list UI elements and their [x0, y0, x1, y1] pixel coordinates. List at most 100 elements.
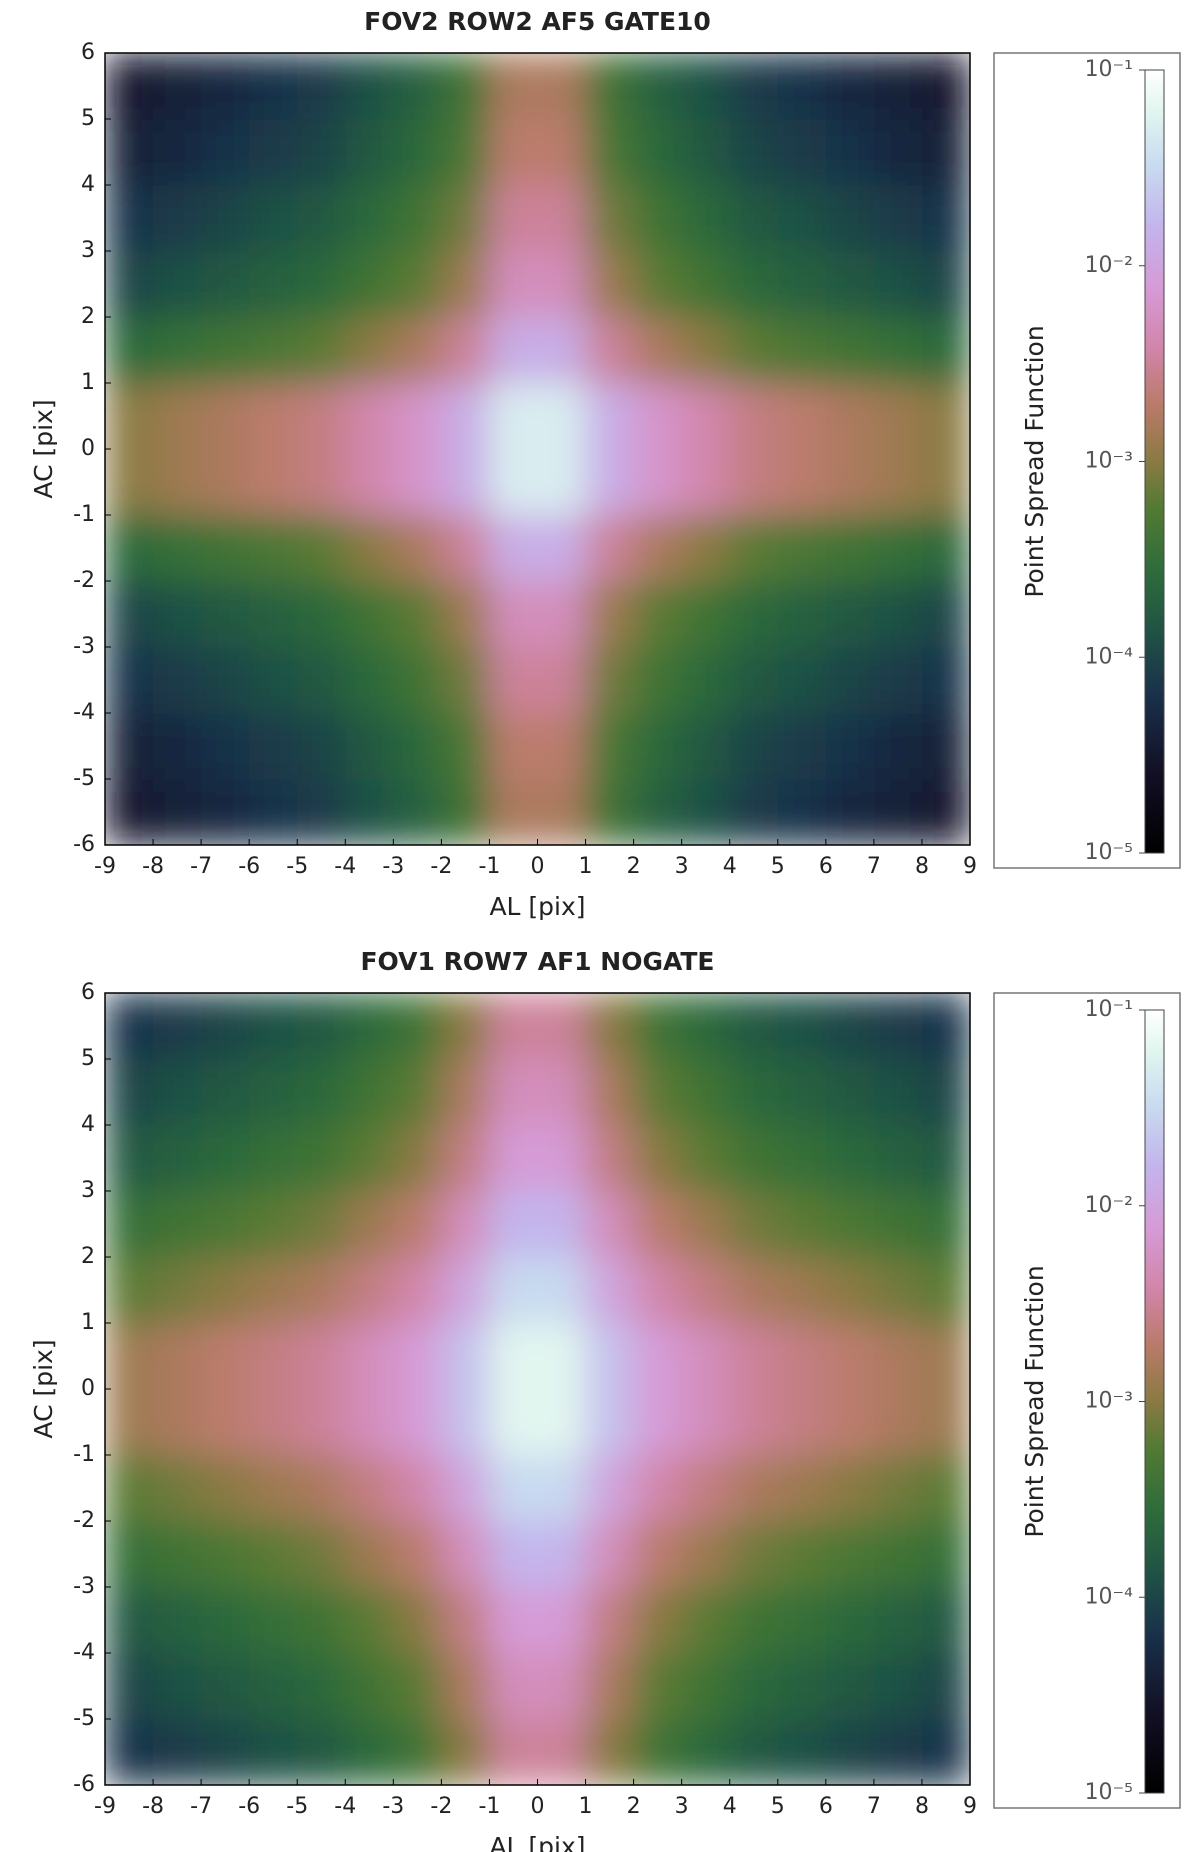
heatmap-cell [777, 647, 827, 714]
heatmap-cell [153, 1455, 202, 1522]
heatmap-cell [873, 1323, 923, 1390]
colorbar-tick-label: 10⁻¹ [1085, 997, 1133, 1022]
heatmap-cell [585, 449, 635, 516]
heatmap-cell [249, 1587, 298, 1654]
heatmap-cell [921, 119, 970, 186]
heatmap-cell [489, 515, 538, 582]
heatmap-cell [921, 1323, 970, 1390]
heatmap-cell [249, 1521, 298, 1588]
heatmap-cell [393, 1653, 442, 1720]
y-tick-label: -3 [73, 634, 95, 659]
heatmap-cell [633, 1587, 683, 1654]
heatmap-cell [537, 1323, 587, 1390]
heatmap-cell [441, 647, 490, 714]
heatmap-cell [681, 1719, 731, 1785]
heatmap-cell [345, 993, 394, 1060]
heatmap-cell [297, 1587, 346, 1654]
heatmap-cell [105, 647, 154, 714]
heatmap-cell [489, 1587, 538, 1654]
heatmap-cell [249, 1653, 298, 1720]
heatmap-cell [345, 1191, 394, 1258]
x-tick-label: 3 [675, 1794, 689, 1819]
x-tick-label: -4 [334, 1794, 356, 1819]
heatmap-cell [873, 1059, 923, 1126]
heatmap-cell [393, 1587, 442, 1654]
heatmap-cell [489, 1323, 538, 1390]
x-tick-label: 0 [531, 1794, 545, 1819]
heatmap-cell [489, 317, 538, 384]
heatmap-cell [681, 251, 731, 318]
y-tick-label: -1 [73, 502, 95, 527]
heatmap-cell [249, 581, 298, 648]
heatmap-cell [777, 1059, 827, 1126]
heatmap-cell [633, 53, 683, 120]
heatmap-cell [777, 1455, 827, 1522]
y-tick-label: 5 [81, 106, 95, 131]
heatmap-cell [921, 1059, 970, 1126]
heatmap-cell [153, 1653, 202, 1720]
heatmap-cell [873, 647, 923, 714]
heatmap-cell [201, 1191, 250, 1258]
heatmap-cell [153, 1521, 202, 1588]
heatmap-cell [729, 1257, 779, 1324]
heatmap-cell [681, 1125, 731, 1192]
x-tick-label: -9 [94, 1794, 116, 1819]
colorbar-tick-label: 10⁻² [1085, 1193, 1133, 1218]
heatmap-cell [825, 185, 875, 252]
heatmap-cell [105, 1323, 154, 1390]
heatmap-cell [153, 449, 202, 516]
heatmap-cell [585, 1719, 635, 1785]
heatmap-cell [201, 1323, 250, 1390]
heatmap-cell [825, 53, 875, 120]
heatmap-cell [681, 1455, 731, 1522]
heatmap-cell [537, 1191, 587, 1258]
heatmap-cell [201, 449, 250, 516]
heatmap-cell [921, 251, 970, 318]
heatmap-cell [873, 251, 923, 318]
heatmap-cell [441, 119, 490, 186]
x-tick-label: -7 [190, 854, 212, 879]
heatmap-cell [777, 383, 827, 450]
heatmap-cell [441, 1587, 490, 1654]
heatmap-cell [777, 53, 827, 120]
heatmap-cell [825, 1587, 875, 1654]
heatmap-cell [249, 1125, 298, 1192]
heatmap-cell [729, 449, 779, 516]
heatmap-cell [777, 993, 827, 1060]
heatmap-cell [249, 647, 298, 714]
heatmap-cell [681, 581, 731, 648]
heatmap-cell [105, 449, 154, 516]
heatmap-cell [393, 53, 442, 120]
heatmap-cell [201, 1455, 250, 1522]
heatmap-cell [921, 1653, 970, 1720]
heatmap-clip [105, 53, 970, 845]
heatmap-cell [345, 251, 394, 318]
heatmap-cell [633, 1191, 683, 1258]
heatmap-cell [921, 1587, 970, 1654]
heatmap-cell [393, 1191, 442, 1258]
heatmap-cell [201, 1125, 250, 1192]
y-tick-label: -6 [73, 832, 95, 857]
heatmap-cell [921, 1257, 970, 1324]
heatmap-cell [873, 1389, 923, 1456]
heatmap-cell [441, 993, 490, 1060]
heatmap-cell [249, 1257, 298, 1324]
heatmap-cell [585, 317, 635, 384]
heatmap-cell [537, 779, 587, 845]
heatmap-cell [345, 515, 394, 582]
heatmap-cell [921, 1719, 970, 1785]
heatmap-cell [441, 779, 490, 845]
y-tick-label: 1 [81, 1310, 95, 1335]
y-tick-label: -5 [73, 1706, 95, 1731]
heatmap-cell [201, 515, 250, 582]
heatmap-cell [393, 1059, 442, 1126]
heatmap-cell [105, 1719, 154, 1785]
heatmap-cell [105, 317, 154, 384]
x-tick-label: -1 [478, 854, 500, 879]
heatmap-cell [201, 53, 250, 120]
heatmap-cell [921, 779, 970, 845]
heatmap-cell [393, 1521, 442, 1588]
y-axis-label: AC [pix] [29, 1339, 58, 1438]
heatmap-cell [537, 1521, 587, 1588]
heatmap-cell [681, 449, 731, 516]
